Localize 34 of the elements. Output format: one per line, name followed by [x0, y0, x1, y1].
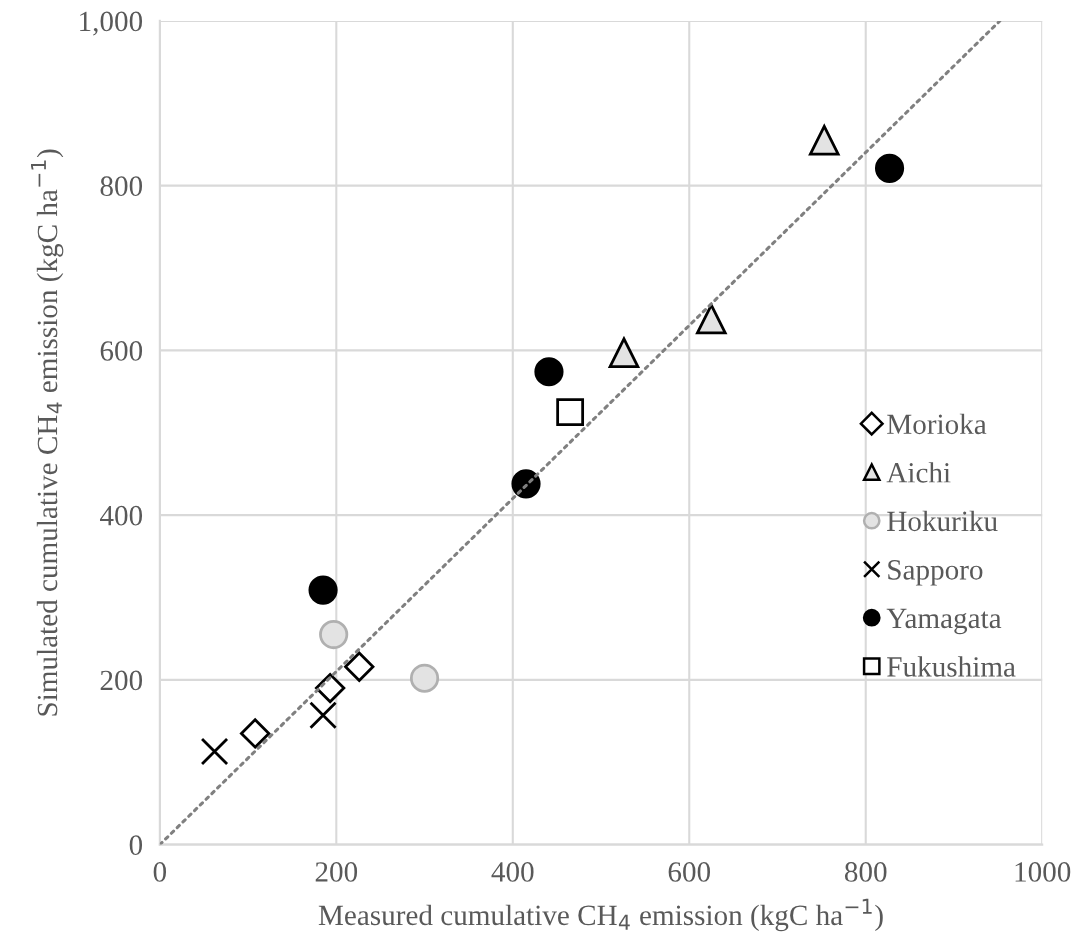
x-tick-label: 400 [491, 862, 534, 882]
point [556, 398, 585, 427]
point [344, 651, 375, 682]
y-tick-label: 600 [100, 341, 143, 361]
point [874, 153, 905, 183]
point [315, 672, 346, 704]
y-tick-label: 200 [100, 670, 143, 691]
legend-label: Fukushima [887, 656, 1016, 677]
x-tick-label: 0 [153, 862, 167, 882]
legend-label: Hokuriku [887, 510, 998, 532]
x-tick-label: 1000 [1015, 862, 1071, 882]
legend-label: Sapporo [888, 560, 983, 586]
point [409, 663, 440, 693]
point [808, 125, 840, 156]
point [200, 737, 229, 766]
legend-label: Aichi [886, 462, 951, 483]
point [308, 575, 338, 605]
point [534, 357, 564, 387]
legend-label: Morioka [887, 413, 987, 435]
y-tick-label: 400 [99, 505, 143, 526]
y-tick-label: 800 [100, 176, 143, 197]
y-axis-title: Simulated cumulative CH$_{4}$ emission (kgC ha$^{−1}$) [30, 149, 64, 716]
point [240, 718, 271, 749]
y-tick-label: 0 [129, 835, 143, 856]
point [608, 337, 640, 369]
x-tick-label: 800 [844, 862, 887, 882]
point [319, 619, 349, 650]
point [309, 701, 337, 730]
x-tick-label: 600 [668, 862, 711, 882]
x-tick-label: 200 [315, 862, 358, 882]
point [696, 303, 727, 335]
y-tick-label: 1,000 [80, 11, 143, 36]
x-axis-title: Measured cumulative CH$_{4}$ emission (kgC ha$^{−1}$) [318, 898, 883, 932]
legend-label: Yamagata [886, 608, 1002, 635]
